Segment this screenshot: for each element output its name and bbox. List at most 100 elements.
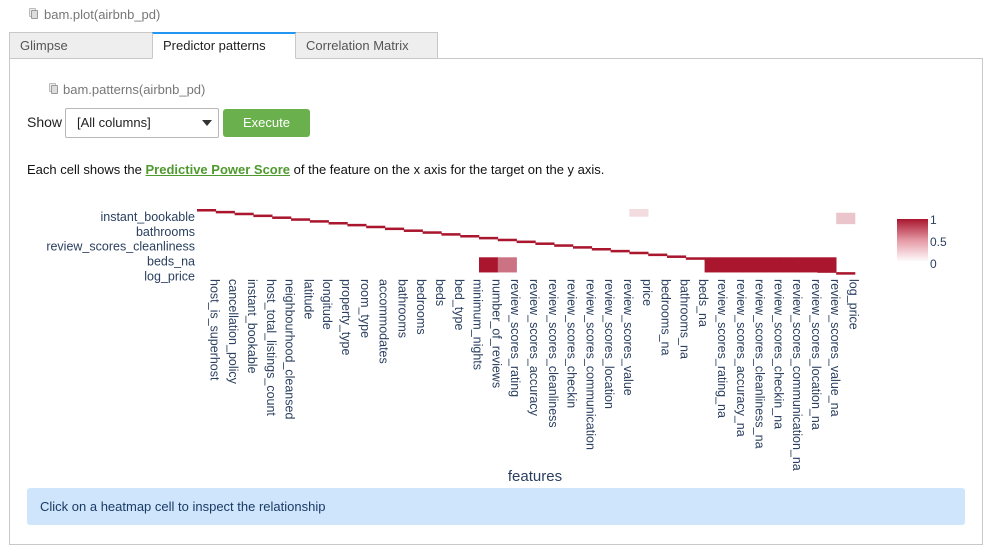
heatmap-cell[interactable] [779, 257, 799, 273]
x-tick-label: review_scores_rating [508, 279, 522, 397]
heatmap-cell[interactable] [479, 236, 499, 240]
heatmap-cell[interactable] [573, 246, 593, 249]
heatmap-cell[interactable] [497, 257, 517, 273]
x-tick-label: bedrooms [414, 279, 428, 335]
x-tick-label: bed_type [452, 279, 466, 330]
heatmap-cell[interactable] [554, 244, 574, 247]
heatmap-cell[interactable] [460, 235, 480, 238]
heatmap-cell[interactable] [347, 223, 367, 227]
pps-heatmap[interactable]: instant_bookablebathroomsreview_scores_c… [10, 199, 982, 489]
x-tick-label: review_scores_location_na [809, 279, 823, 430]
heatmap-cell[interactable] [497, 238, 517, 242]
x-tick-label: review_scores_value_na [828, 279, 842, 417]
x-tick-label: instant_bookable [245, 279, 259, 374]
x-tick-label: review_scores_accuracy [527, 279, 541, 417]
x-tick-label: review_scores_communication_na [790, 279, 804, 471]
show-label: Show [27, 114, 63, 130]
colorbar-tick-1: 1 [930, 213, 937, 227]
colorbar-tick-0: 0 [930, 257, 937, 271]
copy-icon[interactable] [49, 83, 58, 94]
y-tick-label: instant_bookable [100, 210, 195, 224]
heatmap-cell[interactable] [328, 222, 348, 225]
y-tick-label: bathrooms [136, 225, 195, 239]
x-tick-label: host_total_listings_count [264, 279, 278, 416]
pps-link[interactable]: Predictive Power Score [145, 162, 291, 177]
colorbar-gradient [897, 219, 928, 262]
heatmap-cell[interactable] [403, 229, 423, 232]
x-tick-label: longitude [320, 279, 334, 330]
heatmap-cell[interactable] [234, 212, 254, 216]
y-tick-label: review_scores_cleanliness [46, 240, 195, 254]
heatmap-cell[interactable] [366, 225, 386, 229]
heatmap-cell[interactable] [742, 257, 762, 273]
x-tick-label: room_type [358, 279, 372, 338]
predictor-patterns-panel: bam.patterns(airbnb_pd) Show [All column… [9, 58, 983, 545]
heatmap-cell[interactable] [479, 257, 499, 273]
execute-button[interactable]: Execute [223, 109, 310, 137]
heatmap-cell[interactable] [798, 257, 818, 273]
heatmap-cell[interactable] [441, 233, 461, 236]
y-tick-label: beds_na [147, 255, 195, 269]
heatmap-cell[interactable] [610, 249, 630, 253]
y-tick-label: log_price [144, 269, 195, 283]
x-tick-label: host_is_superhost [207, 279, 221, 381]
description-prefix: Each cell shows the [27, 162, 146, 177]
heatmap-cell[interactable] [667, 255, 687, 258]
heatmap-cell[interactable] [685, 257, 705, 260]
column-select[interactable]: [All columns] [65, 108, 219, 138]
x-tick-label: review_scores_rating_na [715, 279, 729, 418]
x-tick-label: bedrooms_na [659, 279, 673, 355]
x-tick-label: review_scores_cleanliness [546, 279, 560, 428]
heatmap-cell[interactable] [291, 218, 311, 221]
tab-glimpse[interactable]: Glimpse [9, 32, 153, 59]
copy-icon[interactable] [29, 8, 38, 19]
heatmap-cell[interactable] [761, 257, 781, 273]
heatmap-cell[interactable] [253, 214, 273, 218]
heatmap-cells [197, 209, 856, 275]
heatmap-cell[interactable] [648, 253, 668, 257]
x-tick-label: review_scores_accuracy_na [734, 279, 748, 437]
x-tick-label: price [640, 279, 654, 306]
heatmap-cell[interactable] [723, 257, 743, 273]
heatmap-cell[interactable] [629, 209, 649, 217]
heatmap-cell[interactable] [591, 248, 611, 251]
x-tick-label: review_scores_checkin_na [771, 279, 785, 429]
heatmap-cell[interactable] [817, 257, 837, 273]
tab-correlation-matrix[interactable]: Correlation Matrix [295, 32, 438, 59]
info-message: Click on a heatmap cell to inspect the r… [27, 488, 965, 525]
heatmap-cell[interactable] [836, 272, 856, 275]
heatmap-cell[interactable] [197, 209, 217, 212]
x-tick-label: neighbourhood_cleansed [283, 279, 297, 419]
tab-predictor-patterns[interactable]: Predictor patterns [152, 32, 296, 59]
x-tick-label: minimum_nights [471, 279, 485, 370]
x-tick-label: beds_na [696, 279, 710, 327]
heatmap-cell[interactable] [836, 212, 856, 225]
code-call-label: bam.patterns(airbnb_pd) [63, 82, 206, 97]
heatmap-cell[interactable] [422, 231, 442, 234]
x-tick-label: review_scores_value [621, 279, 635, 396]
heatmap-cell[interactable] [309, 220, 329, 223]
x-tick-label: property_type [339, 279, 353, 355]
heatmap-cell[interactable] [516, 240, 536, 244]
x-tick-label: beds [433, 279, 447, 306]
heatmap-cell[interactable] [272, 216, 292, 219]
chevron-down-icon [202, 120, 212, 126]
x-tick-label: review_scores_location [602, 279, 616, 409]
colorbar-tick-05: 0.5 [930, 235, 947, 249]
description-text: Each cell shows the Predictive Power Sco… [27, 162, 604, 177]
x-axis-title: features [508, 468, 562, 485]
y-axis-labels: instant_bookablebathroomsreview_scores_c… [46, 210, 195, 283]
x-tick-label: bathrooms [395, 279, 409, 338]
x-tick-label: latitude [301, 279, 315, 319]
x-tick-label: number_of_reviews [489, 279, 503, 388]
x-tick-label: review_scores_checkin [565, 279, 579, 408]
column-select-value: [All columns] [77, 115, 151, 130]
x-axis-labels: host_is_superhost cancellation_policy inst… [207, 279, 860, 471]
heatmap-cell[interactable] [385, 227, 405, 231]
heatmap-cell[interactable] [535, 242, 555, 245]
heatmap-cell[interactable] [704, 257, 724, 273]
x-tick-label: cancellation_policy [226, 279, 240, 385]
x-tick-label: bathrooms_na [677, 279, 691, 359]
heatmap-cell[interactable] [215, 210, 235, 214]
heatmap-cell[interactable] [629, 251, 649, 255]
